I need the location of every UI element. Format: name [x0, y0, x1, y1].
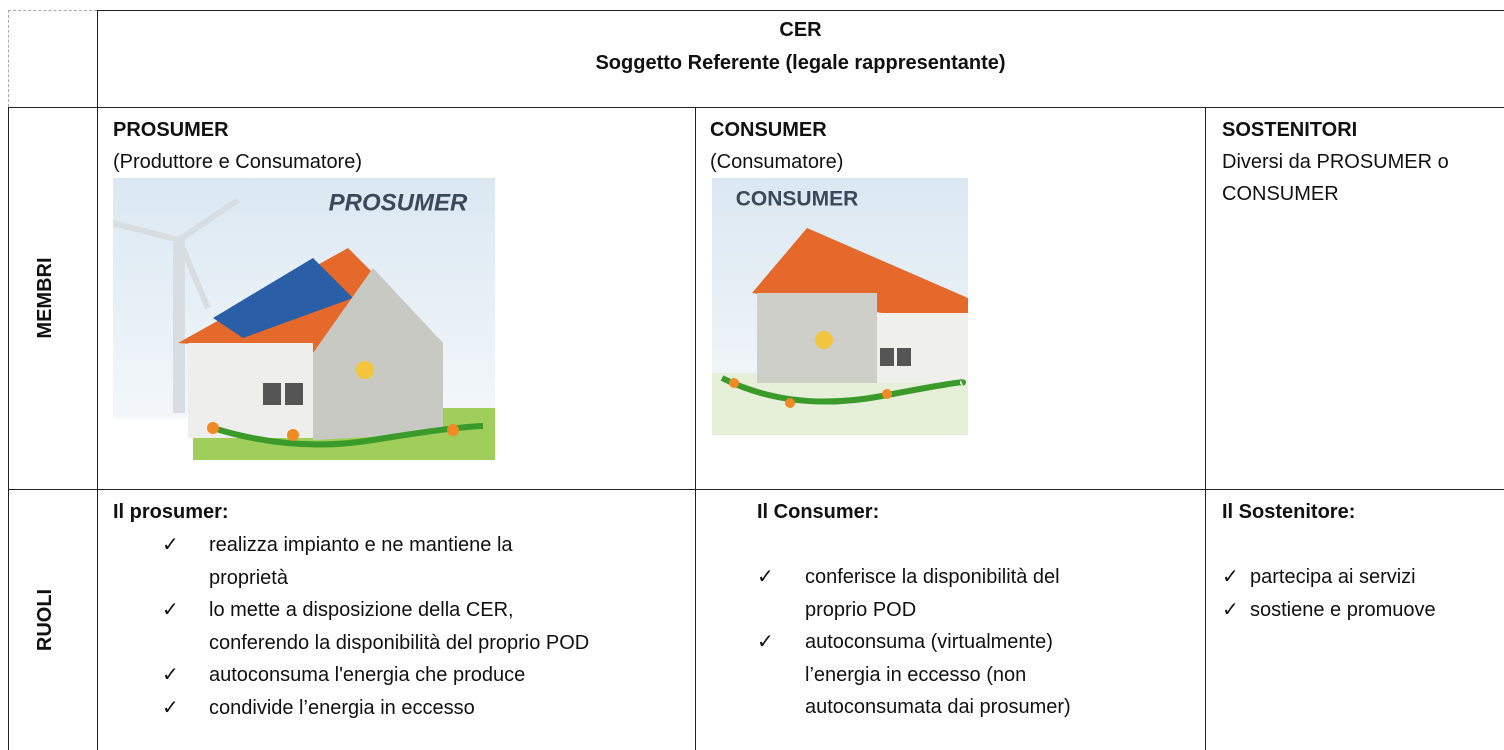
header-title: CER [779, 19, 822, 41]
corner-border [8, 10, 9, 107]
header-subtitle: Soggetto Referente (legale rappresentant… [595, 52, 1006, 74]
consumer-illustration: CONSUMER [712, 178, 968, 435]
role-item: conferendo la disponibilità del proprio … [209, 631, 590, 654]
role-item: proprio POD [805, 598, 917, 621]
border [695, 107, 696, 750]
column-subtitle: Diversi da PROSUMER o CONSUMER [1222, 151, 1449, 205]
border [97, 10, 98, 750]
roles-heading: Il Consumer: [757, 501, 880, 523]
role-item: sostiene e promuove [1250, 598, 1436, 621]
role-item: autoconsumata dai prosumer) [805, 696, 1071, 718]
prosumer-illustration: PROSUMER [113, 178, 495, 460]
role-item: conferisce la disponibilità del [805, 566, 1060, 588]
roles-heading: Il Sostenitore: [1222, 501, 1356, 523]
role-item: autoconsuma (virtualmente) [805, 631, 1053, 653]
image-label: CONSUMER [736, 188, 859, 211]
role-item: l’energia in eccesso (non [805, 663, 1027, 686]
check-mark: ✓ [757, 566, 774, 588]
check-mark: ✓ [1222, 598, 1239, 621]
role-item: proprietà [209, 566, 288, 589]
image-label: PROSUMER [329, 189, 468, 216]
check-mark: ✓ [162, 696, 179, 719]
role-item: lo mette a disposizione della CER, [209, 599, 514, 621]
border [8, 107, 1504, 108]
check-mark: ✓ [162, 534, 179, 556]
role-item: realizza impianto e ne mantiene la [209, 534, 513, 556]
column-title: CONSUMER [710, 119, 827, 141]
column-title: PROSUMER [113, 119, 229, 141]
check-mark: ✓ [1222, 566, 1239, 588]
border [8, 107, 9, 750]
check-mark: ✓ [162, 664, 179, 686]
role-item: condivide l’energia in eccesso [209, 696, 475, 719]
check-mark: ✓ [757, 631, 774, 653]
border [97, 10, 1504, 11]
row-label: RUOLI [34, 588, 56, 652]
check-mark: ✓ [162, 599, 179, 621]
column-title: SOSTENITORI [1222, 119, 1358, 141]
role-item: autoconsuma l'energia che produce [209, 664, 526, 686]
role-item: partecipa ai servizi [1250, 566, 1416, 588]
column-subtitle: (Consumatore) [710, 151, 844, 173]
border [8, 489, 1504, 490]
roles-heading: Il prosumer: [113, 501, 229, 523]
column-subtitle: (Produttore e Consumatore) [113, 151, 363, 173]
corner-border [8, 10, 97, 11]
border [1205, 107, 1206, 750]
row-label: MEMBRI [34, 257, 56, 339]
